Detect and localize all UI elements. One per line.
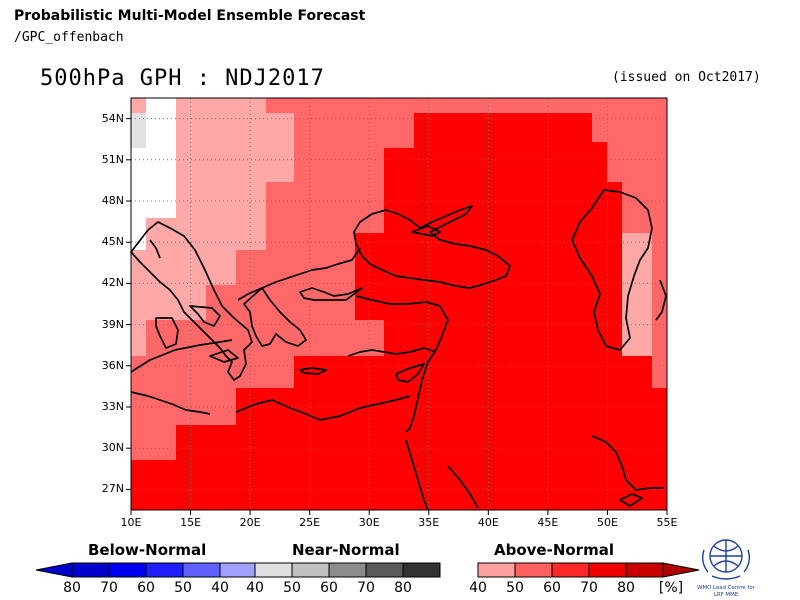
legend-swatch <box>219 562 258 578</box>
lat-label: 45N <box>101 235 124 249</box>
legend-swatch <box>402 562 441 578</box>
logo-line1: WMO Lead Centre for <box>697 585 756 591</box>
legend-swatch <box>71 562 110 578</box>
legend-value: 50 <box>174 580 192 596</box>
map-title: 500hPa GPH : NDJ2017 <box>40 66 325 91</box>
lon-label: 20E <box>239 516 261 529</box>
lon-label: 35E <box>418 516 440 529</box>
lat-label: 33N <box>101 400 124 413</box>
lat-label: 51N <box>101 152 124 166</box>
map-gridlines <box>131 98 667 510</box>
legend-value: 50 <box>283 580 301 596</box>
figure-source: /GPC_offenbach <box>14 30 124 45</box>
legend-arrow-right <box>662 562 700 578</box>
lon-label: 40E <box>477 516 499 529</box>
lon-label: 30E <box>358 516 380 529</box>
legend-value: 60 <box>137 580 155 596</box>
lon-label: 45E <box>537 516 559 529</box>
legend-value: 70 <box>357 580 375 596</box>
legend-value: 80 <box>63 580 81 596</box>
map-frame <box>130 97 668 511</box>
legend-swatch <box>182 562 221 578</box>
logo-line2: LRF MME <box>714 592 739 598</box>
legend-value: 70 <box>580 580 598 596</box>
legend-unit: [%] <box>658 580 684 596</box>
legend-near-normal-label: Near-Normal <box>292 541 400 559</box>
lat-label: 36N <box>101 358 124 372</box>
legend-value: 40 <box>246 580 264 596</box>
legend-swatch <box>145 562 184 578</box>
legend-value: 40 <box>469 580 487 596</box>
legend-swatch <box>551 562 590 578</box>
figure-title: Probabilistic Multi-Model Ensemble Forec… <box>14 8 366 24</box>
legend-swatch <box>108 562 147 578</box>
legend-swatch <box>588 562 627 578</box>
lat-label: 42N <box>101 276 124 290</box>
lat-label: 48N <box>101 194 124 207</box>
legend-value: 80 <box>394 580 412 596</box>
lon-label: 15E <box>180 516 202 529</box>
legend-value: 60 <box>320 580 338 596</box>
lon-label: 10E <box>120 516 142 529</box>
legend-value: 70 <box>100 580 118 596</box>
legend-below-normal-label: Below-Normal <box>88 541 207 559</box>
legend-value: 60 <box>543 580 561 596</box>
legend-swatch <box>514 562 553 578</box>
legend-above-normal-label: Above-Normal <box>494 541 614 559</box>
wmo-logo: WMO Lead Centre for LRF MME <box>697 539 756 598</box>
legend-colorbars <box>35 562 700 578</box>
legend-swatch <box>365 562 404 578</box>
legend-swatch <box>477 562 516 578</box>
axis-ticks <box>126 118 668 515</box>
issued-date: (issued on Oct2017) <box>612 70 761 85</box>
legend-value: 80 <box>617 580 635 596</box>
lat-label: 27N <box>101 482 124 496</box>
wmo-emblem-icon <box>701 539 751 580</box>
lon-label: 55E <box>656 516 678 529</box>
field-above-40-patch <box>131 98 146 113</box>
legend-arrow-left <box>35 562 73 578</box>
field-near-normal <box>131 113 146 148</box>
legend-value: 50 <box>506 580 524 596</box>
lat-label: 30N <box>101 441 124 455</box>
legend-swatch <box>328 562 367 578</box>
lat-label: 39N <box>101 317 124 331</box>
legend-swatch <box>254 562 293 578</box>
legend-value: 40 <box>211 580 229 596</box>
lat-label: 54N <box>101 111 124 125</box>
legend-swatch <box>625 562 664 578</box>
coastlines <box>130 189 667 511</box>
lon-label: 25E <box>299 516 321 529</box>
field-above-40-east <box>622 233 652 356</box>
legend-swatch <box>291 562 330 578</box>
lon-label: 50E <box>596 516 618 529</box>
